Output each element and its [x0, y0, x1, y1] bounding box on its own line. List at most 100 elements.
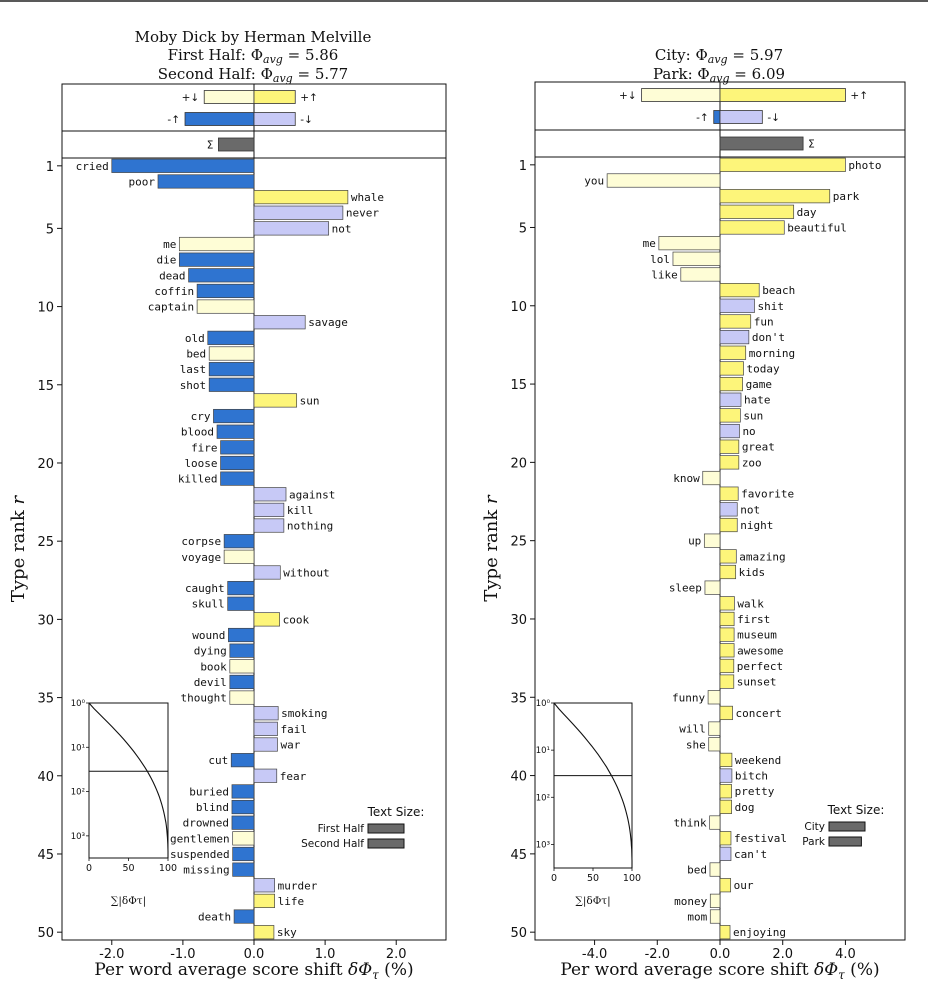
word-bar	[709, 893, 721, 908]
word-bar	[223, 549, 255, 564]
word-label: thought	[180, 692, 226, 705]
word-label: against	[289, 488, 335, 501]
word-bar	[220, 455, 255, 471]
word-label: loose	[184, 457, 217, 470]
text-size-title: Text Size:	[827, 803, 885, 817]
word-label: shit	[757, 300, 784, 313]
word-bar	[719, 925, 731, 940]
word-label: war	[280, 739, 300, 752]
x-axis-label-unit: (%)	[845, 960, 880, 979]
word-label: bitch	[735, 770, 768, 783]
y-tick-label: 45	[510, 848, 527, 863]
ref-avg-subscript: avg	[708, 53, 728, 66]
x-axis-label-unit: (%)	[379, 960, 414, 979]
word-label: drowned	[183, 817, 229, 830]
x-tick-label: 1.0	[315, 947, 336, 962]
y-tick-label: 25	[37, 535, 54, 550]
word-bar	[719, 361, 744, 376]
word-label: killed	[178, 473, 218, 486]
word-bar	[719, 220, 785, 235]
comp-title-line: Park: Φavg = 6.09	[653, 65, 785, 85]
inset-y-label: 10³	[536, 840, 550, 850]
word-label: enjoying	[733, 926, 786, 939]
word-label: weekend	[735, 754, 781, 767]
word-bar	[719, 345, 747, 360]
word-label: game	[746, 378, 773, 391]
inset-y-label: 10²	[71, 788, 85, 798]
word-bar	[178, 252, 255, 267]
ref-avg-subscript: avg	[263, 53, 283, 66]
word-label: voyage	[181, 551, 221, 564]
summary-bar-minus-down	[719, 110, 763, 124]
word-label: festival	[734, 832, 787, 845]
word-label: me	[163, 238, 176, 251]
word-bar	[228, 627, 255, 643]
word-bar	[719, 784, 732, 799]
word-label: poor	[129, 175, 156, 188]
word-label: amazing	[739, 550, 785, 563]
word-bar	[708, 721, 721, 736]
ref-equals: =	[728, 46, 750, 64]
word-bar	[232, 831, 255, 846]
x-tick-label: 2.0	[386, 947, 407, 962]
ref-equals: =	[283, 46, 305, 64]
word-bar	[253, 737, 278, 752]
y-tick-label: 20	[37, 457, 54, 472]
inset-x-axis-label: ∑|δΦτ|	[111, 895, 146, 908]
x-tick-label: -1.0	[170, 947, 195, 962]
comp-value: 5.77	[315, 65, 348, 83]
text-size-title: Text Size:	[367, 805, 425, 819]
word-label: fire	[191, 441, 218, 454]
word-label: cry	[191, 410, 211, 423]
word-label: kill	[287, 504, 314, 517]
y-axis-label-text: Type rank	[8, 504, 29, 602]
comp-name: Park	[653, 65, 689, 83]
y-axis-label-text: Type rank	[481, 504, 502, 602]
word-label: awesome	[737, 644, 783, 657]
y-axis-label: Type rank r	[481, 494, 502, 602]
word-bar	[216, 424, 255, 439]
x-tick-label: 2.0	[772, 947, 793, 962]
word-bar	[709, 862, 721, 877]
word-bar	[253, 221, 330, 236]
word-label: walk	[737, 597, 764, 610]
word-bar	[719, 768, 733, 783]
word-label: blind	[196, 801, 229, 814]
x-tick-label: -2.0	[645, 947, 670, 962]
comp-name: Second Half	[158, 65, 252, 83]
word-bar	[253, 768, 278, 783]
word-bar	[207, 330, 255, 345]
word-bar	[253, 612, 280, 627]
inset-x-label: 100	[159, 863, 177, 874]
word-label: museum	[737, 629, 777, 642]
y-tick-label: 30	[37, 613, 54, 628]
word-bar	[719, 283, 760, 298]
word-label: perfect	[737, 660, 783, 673]
y-tick-label: 35	[510, 691, 527, 706]
word-label: fun	[754, 315, 774, 328]
inset-curve	[88, 702, 169, 858]
inset-y-label: 10¹	[536, 746, 550, 756]
word-bar	[719, 831, 732, 846]
word-label: hate	[744, 394, 771, 407]
word-bar	[719, 330, 750, 345]
inset-x-label: 0	[551, 873, 557, 884]
inset-x-label: 50	[122, 863, 134, 874]
word-label: book	[200, 660, 227, 673]
y-tick-label: 45	[37, 848, 54, 863]
summary-panel: +↓ +↑ -↑ -↓ Σ	[534, 81, 906, 158]
x-tick-label: -2.0	[99, 947, 124, 962]
word-bar	[232, 846, 255, 862]
word-bar	[208, 346, 255, 361]
word-label: sunset	[737, 676, 777, 689]
word-bar	[707, 690, 721, 705]
summary-label-minus-up: -↑	[696, 112, 709, 124]
word-bar	[719, 658, 735, 674]
word-bar	[719, 846, 732, 861]
word-bar	[253, 878, 275, 893]
ref-value: 5.86	[305, 46, 338, 64]
word-bar	[227, 581, 255, 596]
word-label: favorite	[741, 488, 794, 501]
